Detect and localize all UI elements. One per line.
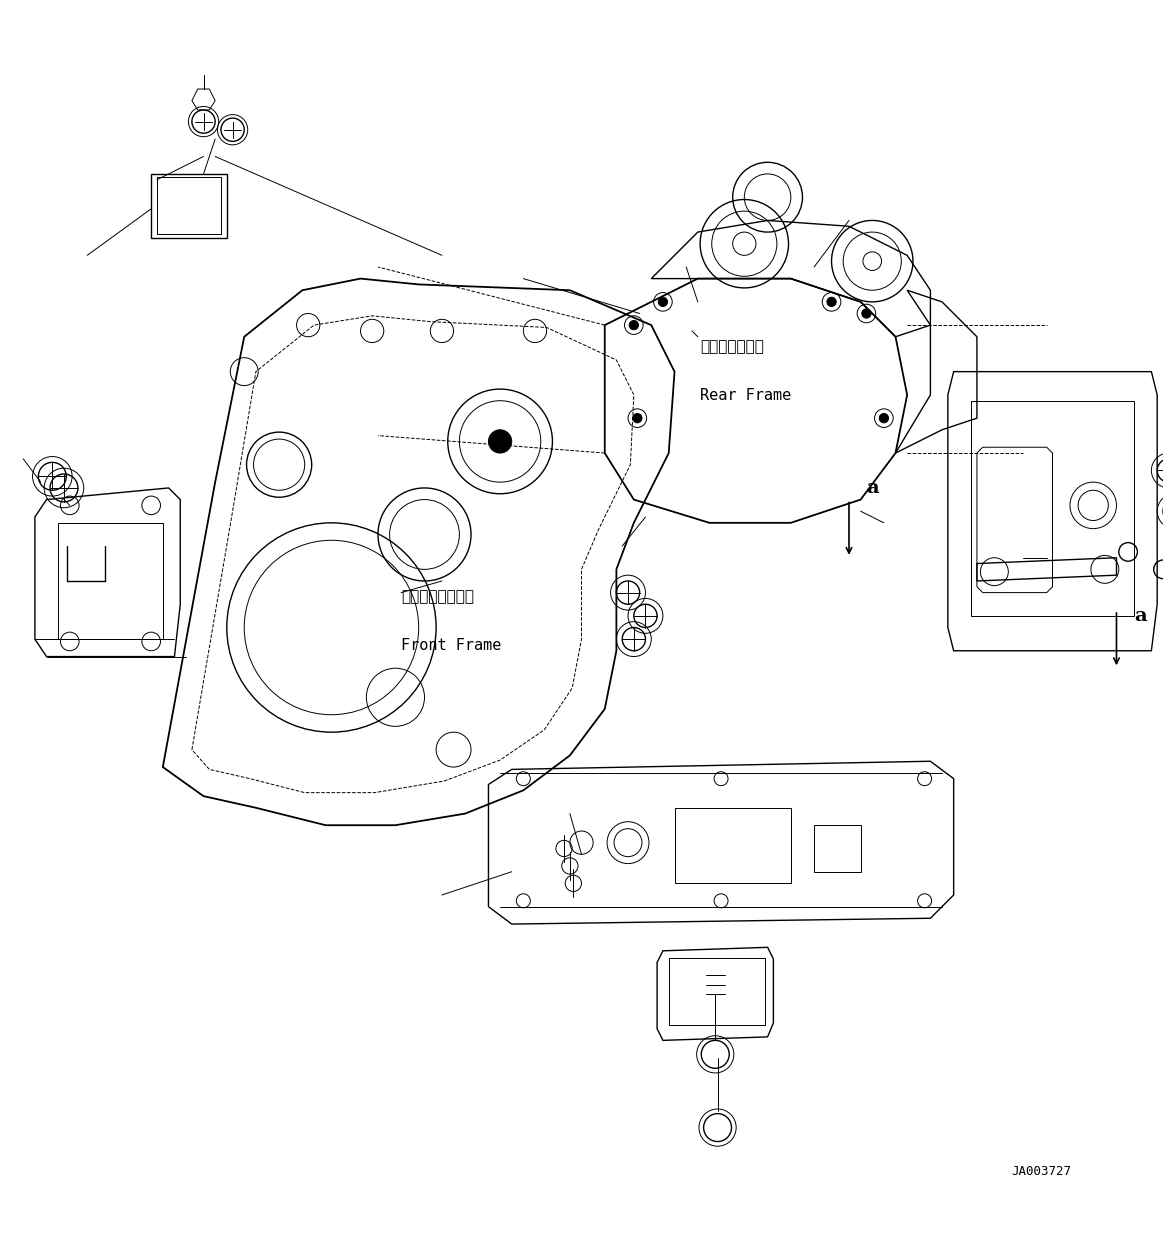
Text: JA003727: JA003727 — [1011, 1165, 1071, 1177]
Circle shape — [633, 413, 642, 423]
Bar — [675, 808, 791, 884]
Text: フロントフレーム: フロントフレーム — [401, 590, 475, 604]
Circle shape — [658, 297, 668, 306]
Text: a: a — [1134, 607, 1147, 625]
Bar — [814, 826, 861, 872]
Text: a: a — [866, 479, 879, 497]
Bar — [669, 958, 765, 1025]
Bar — [58, 523, 163, 639]
Text: Front Frame: Front Frame — [401, 638, 501, 653]
Circle shape — [862, 309, 871, 318]
Bar — [971, 400, 1134, 616]
Text: リヤーフレーム: リヤーフレーム — [700, 339, 764, 354]
Circle shape — [879, 413, 889, 423]
Circle shape — [629, 320, 638, 330]
Circle shape — [488, 429, 512, 453]
Circle shape — [827, 297, 836, 306]
Text: Rear Frame: Rear Frame — [700, 388, 791, 403]
